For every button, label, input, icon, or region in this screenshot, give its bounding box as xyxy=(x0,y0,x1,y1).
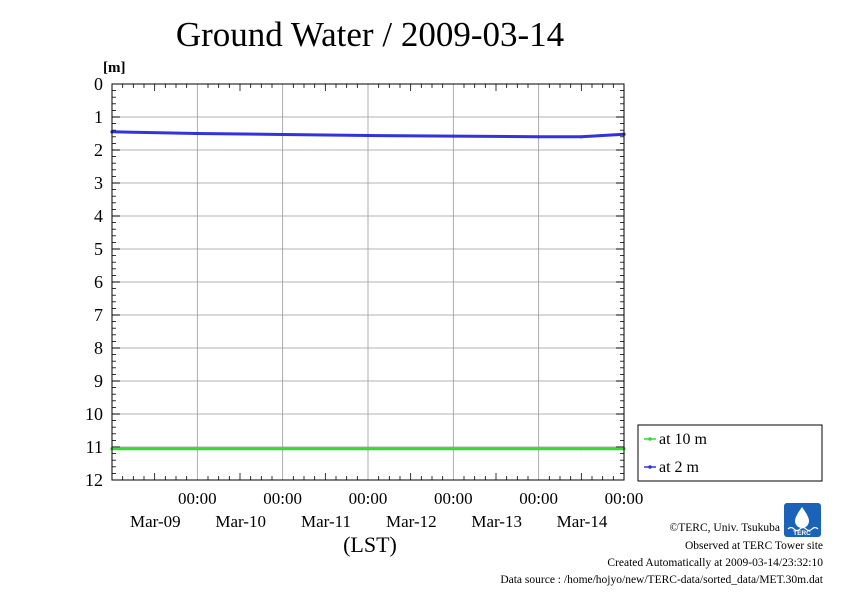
created-text: Created Automatically at 2009-03-14/23:3… xyxy=(607,557,823,569)
y-tick-label: 6 xyxy=(94,272,103,292)
observed-text: Observed at TERC Tower site xyxy=(685,540,823,552)
x-axis-ticks: 00:00 Mar-09 00:00 Mar-10 00:00 Mar-11 00:00 Ma… xyxy=(122,84,644,531)
legend-marker-10m xyxy=(648,437,652,441)
water-drop-icon xyxy=(795,507,809,528)
y-tick-label: 11 xyxy=(86,437,103,457)
y-tick-label: 10 xyxy=(85,404,103,424)
y-tick-label: 2 xyxy=(94,140,103,160)
x-tick-time-label: 00:00 xyxy=(605,489,644,508)
series-point-1 xyxy=(366,133,370,138)
series-point-0 xyxy=(195,447,199,451)
legend-marker-2m xyxy=(648,465,652,469)
legend-label-10m: at 10 m xyxy=(659,431,708,448)
y-tick-label: 9 xyxy=(94,371,103,391)
series-point-0 xyxy=(537,447,541,451)
y-tick-label: 1 xyxy=(94,107,103,127)
series-point-1 xyxy=(195,131,199,136)
legend-item-10m: at 10 m xyxy=(644,431,708,448)
source-text: Data source : /home/hojyo/new/TERC-data/… xyxy=(500,574,823,586)
x-tick-time-label: 00:00 xyxy=(434,489,473,508)
y-axis-unit: [m] xyxy=(103,60,126,76)
legend-box xyxy=(637,424,823,482)
x-axis-label: (LST) xyxy=(343,532,397,557)
x-tick-date-label: Mar-14 xyxy=(557,512,608,531)
y-tick-label: 8 xyxy=(94,338,103,358)
y-tick-label: 0 xyxy=(94,74,103,94)
series-point-1 xyxy=(451,134,455,138)
x-tick-time-label: 00:00 xyxy=(178,489,217,508)
x-tick-date-label: Mar-13 xyxy=(471,512,522,531)
x-tick-date-label: Mar-11 xyxy=(301,512,351,531)
y-tick-label: 7 xyxy=(94,305,103,325)
x-tick-time-label: 00:00 xyxy=(349,489,388,508)
legend-item-2m: at 2 m xyxy=(644,459,700,476)
series-point-0 xyxy=(366,447,370,451)
series-point-1 xyxy=(537,135,541,139)
copyright-text: ©TERC, Univ. Tsukuba xyxy=(670,522,780,534)
y-tick-label: 3 xyxy=(94,173,103,193)
x-tick-date-label: Mar-09 xyxy=(130,512,181,531)
series-lines xyxy=(110,130,626,451)
y-tick-label: 4 xyxy=(94,206,103,226)
series-point-1 xyxy=(579,135,583,139)
x-tick-date-label: Mar-10 xyxy=(215,512,266,531)
legend: at 10 m at 2 m xyxy=(637,424,823,482)
y-tick-label: 12 xyxy=(85,470,103,490)
series-point-0 xyxy=(451,447,455,451)
x-tick-time-label: 00:00 xyxy=(519,489,558,508)
series-line-1 xyxy=(110,130,626,139)
series-point-0 xyxy=(579,447,583,451)
series-point-1 xyxy=(281,132,285,137)
x-tick-time-label: 00:00 xyxy=(263,489,302,508)
grid xyxy=(112,84,625,480)
logo-text: TERC xyxy=(793,530,811,537)
y-tick-label: 5 xyxy=(94,239,103,259)
x-tick-date-label: Mar-12 xyxy=(386,512,437,531)
terc-logo: TERC xyxy=(784,503,821,537)
chart-title: Ground Water / 2009-03-14 xyxy=(176,15,564,54)
wave-icon xyxy=(787,526,819,532)
series-point-0 xyxy=(281,447,285,451)
legend-label-2m: at 2 m xyxy=(659,459,700,476)
plot-frame xyxy=(111,83,625,481)
